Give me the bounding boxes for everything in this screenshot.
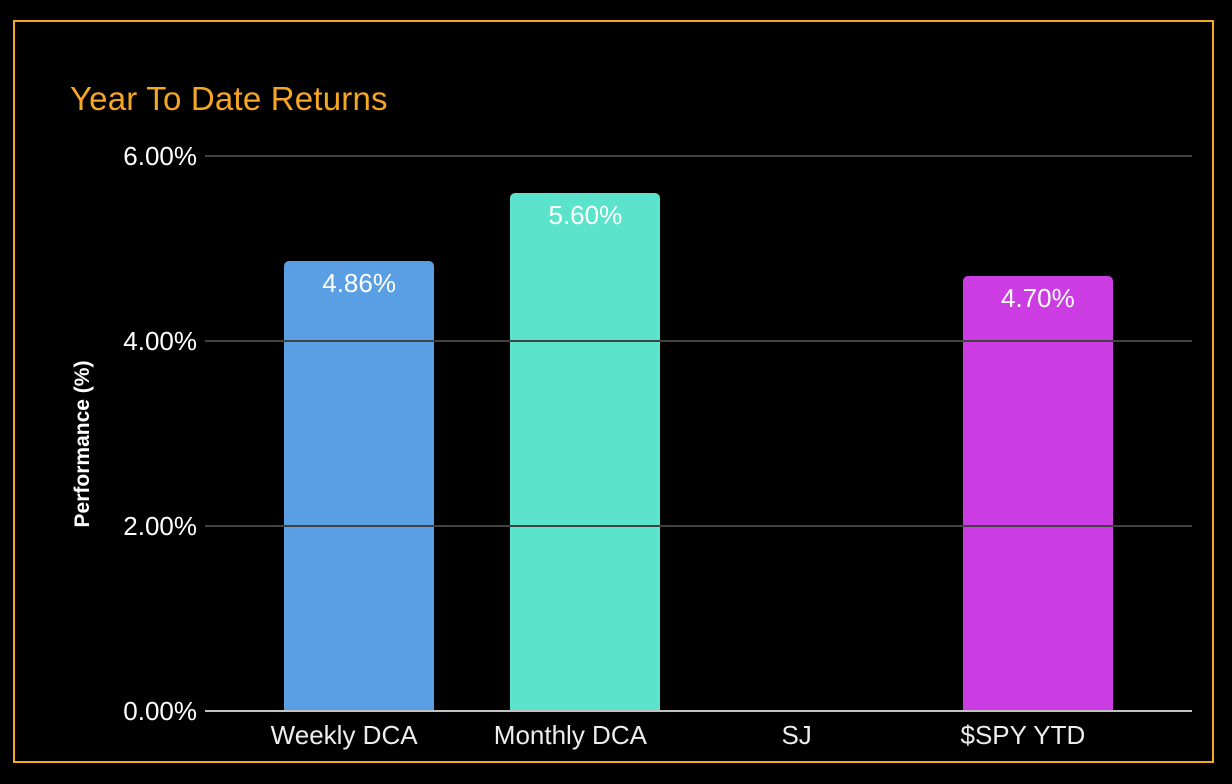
y-tick-label: 6.00% bbox=[123, 141, 197, 171]
x-axis-line bbox=[205, 710, 1192, 712]
bar-value-label: 4.86% bbox=[322, 268, 396, 299]
y-tick-label: 2.00% bbox=[123, 511, 197, 541]
x-axis-label: SJ bbox=[781, 720, 812, 750]
y-axis-title: Performance (%) bbox=[71, 360, 94, 528]
plot-area: 4.86% 5.60% 4.70% bbox=[205, 155, 1192, 712]
y-tick-label: 0.00% bbox=[123, 696, 197, 726]
bar-series-container: 4.86% 5.60% 4.70% bbox=[205, 156, 1192, 711]
x-axis-label: Monthly DCA bbox=[493, 720, 647, 750]
gridline bbox=[205, 340, 1192, 342]
chart-frame: Year To Date Returns Performance (%) 4.8… bbox=[13, 20, 1214, 763]
gridline bbox=[205, 155, 1192, 157]
x-axis-label: $SPY YTD bbox=[960, 720, 1086, 750]
x-axis-label: Weekly DCA bbox=[270, 720, 418, 750]
bar-monthly-dca[interactable]: 5.60% bbox=[510, 193, 661, 711]
bar--spy-ytd[interactable]: 4.70% bbox=[962, 276, 1113, 711]
y-tick-label: 4.00% bbox=[123, 326, 197, 356]
bar-value-label: 4.70% bbox=[1001, 283, 1075, 314]
gridline bbox=[205, 525, 1192, 527]
bar-weekly-dca[interactable]: 4.86% bbox=[284, 261, 435, 711]
chart-title: Year To Date Returns bbox=[70, 80, 388, 117]
bar-value-label: 5.60% bbox=[548, 200, 623, 230]
